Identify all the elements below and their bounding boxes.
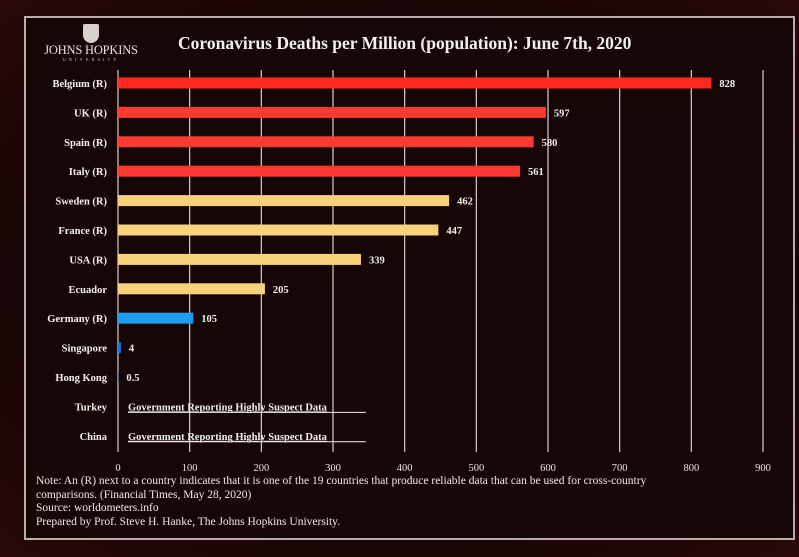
x-tick-label: 700 xyxy=(612,463,628,474)
x-tick-label: 900 xyxy=(755,463,771,474)
bar xyxy=(118,342,121,354)
value-label: 4 xyxy=(129,344,135,355)
value-label: 828 xyxy=(719,79,735,90)
x-tick-label: 300 xyxy=(325,463,341,474)
category-label: Sweden (R) xyxy=(55,197,107,208)
chart-notes: Note: An (R) next to a country indicates… xyxy=(36,475,776,529)
x-tick-label: 100 xyxy=(182,463,198,474)
category-label: Italy (R) xyxy=(69,167,108,178)
x-tick-label: 600 xyxy=(540,463,556,474)
category-label: Singapore xyxy=(62,344,108,355)
bar xyxy=(118,283,265,295)
logo-name: JOHNS HOPKINS xyxy=(44,43,138,57)
value-label: 462 xyxy=(457,197,473,208)
value-label: 597 xyxy=(554,108,570,119)
value-label: 205 xyxy=(273,285,289,296)
suspect-data-annotation: Government Reporting Highly Suspect Data xyxy=(128,402,328,413)
chart-title: Coronavirus Deaths per Million (populati… xyxy=(178,33,632,53)
value-label: 0.5 xyxy=(126,373,139,384)
category-label: China xyxy=(80,432,108,443)
category-label: Spain (R) xyxy=(64,138,107,149)
prepared-by-line: Prepared by Prof. Steve H. Hanke, The Jo… xyxy=(36,515,341,528)
value-label: 580 xyxy=(542,138,558,149)
category-label: Germany (R) xyxy=(47,314,107,325)
category-label: UK (R) xyxy=(74,108,107,119)
value-label: 447 xyxy=(446,226,462,237)
value-label: 339 xyxy=(369,255,385,266)
suspect-data-annotation: Government Reporting Highly Suspect Data xyxy=(128,432,328,443)
bar xyxy=(118,136,534,148)
category-label: Turkey xyxy=(75,402,108,413)
bar xyxy=(118,253,361,265)
x-tick-label: 200 xyxy=(253,463,269,474)
value-label: 105 xyxy=(201,314,217,325)
note-line: Note: An (R) next to a country indicates… xyxy=(36,475,647,487)
chart-frame xyxy=(24,16,795,540)
source-line: Source: worldometers.info xyxy=(36,502,159,514)
category-label: France (R) xyxy=(58,226,107,237)
x-tick-label: 400 xyxy=(397,463,413,474)
bar xyxy=(118,77,712,89)
category-label: Ecuador xyxy=(68,285,107,296)
bar xyxy=(118,165,521,177)
bar xyxy=(118,312,194,324)
university-shield-icon xyxy=(83,24,99,43)
bar xyxy=(118,106,546,118)
category-label: Belgium (R) xyxy=(52,79,107,90)
category-label: Hong Kong xyxy=(55,373,107,384)
jhu-logo: JOHNS HOPKINS UNIVERSITY xyxy=(36,20,146,70)
value-label: 561 xyxy=(528,167,544,178)
bar xyxy=(118,195,450,207)
x-tick-label: 500 xyxy=(468,463,484,474)
bar xyxy=(118,224,439,236)
note-line: comparisons. (Financial Times, May 28, 2… xyxy=(36,488,252,501)
x-tick-label: 0 xyxy=(115,463,120,474)
logo-subtitle: UNIVERSITY xyxy=(62,57,120,62)
x-tick-label: 800 xyxy=(683,463,699,474)
category-label: USA (R) xyxy=(69,255,107,266)
